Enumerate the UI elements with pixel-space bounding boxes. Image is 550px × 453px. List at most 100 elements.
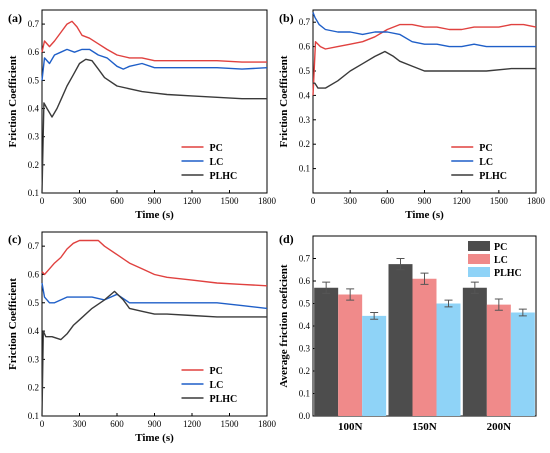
y-tick-label: 0.4	[28, 104, 40, 114]
x-tick-label: 1500	[221, 419, 240, 429]
series-line-plhc	[313, 50, 536, 89]
series-line-plhc	[41, 58, 267, 194]
panel-c: (c) 0.1 0.2 0.3 0.4 0.5 0.6 0.7 Friction Coeffic…	[7, 231, 277, 444]
legend-label: PC	[210, 366, 223, 377]
bar-plhc	[436, 303, 461, 416]
panel-label: (d)	[279, 232, 294, 246]
x-tick-label: 0	[40, 196, 45, 206]
series-line-pc	[312, 23, 537, 96]
legend-swatch	[468, 241, 490, 251]
y-axis-label: Average friction coeficient	[278, 264, 290, 388]
y-tick-label: 0.3	[28, 132, 40, 142]
y-tick-label: 0.6	[28, 47, 40, 57]
plot-frame	[41, 9, 268, 194]
x-category-label: 200N	[487, 421, 512, 433]
bar-lc	[338, 294, 363, 416]
x-tick-label: 1500	[490, 196, 509, 206]
x-tick-label: 300	[73, 196, 87, 206]
y-tick-label: 0.2	[28, 383, 39, 393]
bar-plhc	[510, 312, 535, 416]
bar-pc	[314, 287, 339, 416]
x-tick-label: 300	[73, 419, 87, 429]
y-tick-label: 0.7	[299, 254, 311, 264]
x-tick-label: 1500	[221, 196, 240, 206]
x-tick-label: 600	[381, 196, 395, 206]
series-line-lc	[41, 282, 268, 310]
y-tick-label: 0.1	[299, 389, 310, 399]
y-axis-label: Friction Coefficient	[278, 55, 290, 147]
x-axis-label: Time (s)	[135, 209, 174, 221]
x-category-label: 100N	[338, 421, 363, 433]
y-tick-label: 0.2	[28, 160, 39, 170]
y-tick-label: 0.1	[299, 164, 310, 174]
y-tick-label: 0.3	[299, 344, 311, 354]
x-tick-label: 600	[110, 196, 124, 206]
y-tick-label: 0.4	[299, 321, 311, 331]
panel-label: (a)	[8, 11, 22, 25]
y-tick-label: 0.5	[299, 299, 311, 309]
x-axis-label: Time (s)	[405, 209, 444, 221]
legend-label: PC	[210, 143, 223, 154]
y-axis-label: Friction Coefficient	[7, 55, 19, 147]
legend-label: PLHC	[479, 171, 507, 182]
y-axis-label: Friction Coefficient	[7, 278, 19, 370]
panel-label: (c)	[8, 232, 21, 246]
y-tick-label: 0.6	[299, 276, 311, 286]
y-tick-label: 0.3	[299, 115, 311, 125]
legend-swatch	[468, 267, 490, 277]
legend-label: PC	[494, 242, 507, 253]
x-tick-label: 1200	[453, 196, 472, 206]
y-tick-label: 0.1	[28, 411, 39, 421]
x-tick-label: 900	[418, 196, 432, 206]
x-tick-label: 1800	[258, 196, 277, 206]
x-tick-label: 1800	[258, 419, 277, 429]
y-tick-label: 0.3	[28, 354, 40, 364]
bar-lc	[412, 278, 437, 416]
legend-label: PLHC	[210, 394, 238, 405]
x-tick-label: 0	[311, 196, 316, 206]
y-tick-label: 0.4	[299, 90, 311, 100]
plot-frame	[312, 9, 537, 194]
panel-label: (b)	[279, 11, 294, 25]
x-category-label: 150N	[412, 421, 437, 433]
y-tick-label: 0.6	[28, 269, 40, 279]
x-tick-label: 900	[148, 196, 162, 206]
bar-pc	[462, 287, 487, 416]
y-tick-label: 0.7	[28, 241, 40, 251]
series-line-plhc	[41, 290, 267, 417]
bar-lc	[486, 304, 511, 416]
bar-plhc	[362, 315, 387, 416]
legend-label: LC	[210, 157, 224, 168]
legend-label: PLHC	[494, 268, 522, 279]
legend-label: PC	[479, 143, 492, 154]
y-tick-label: 0.6	[299, 42, 311, 52]
y-tick-label: 0.4	[28, 326, 40, 336]
x-tick-label: 1200	[183, 196, 202, 206]
series-line-pc	[41, 239, 268, 287]
x-tick-label: 600	[110, 419, 124, 429]
y-tick-label: 0.2	[299, 139, 310, 149]
x-axis-label: Time (s)	[135, 432, 174, 444]
legend-swatch	[468, 254, 490, 264]
y-tick-label: 0.5	[299, 66, 311, 76]
series-line-lc	[41, 48, 268, 81]
y-tick-label: 0.1	[28, 188, 39, 198]
panel-b: (b) 0.1 0.2 0.3 0.4 0.5 0.6 0.7 Friction Coeffic…	[278, 9, 546, 221]
y-tick-label: 0.7	[299, 17, 311, 27]
x-tick-label: 300	[343, 196, 357, 206]
y-tick-label: 0.5	[28, 298, 40, 308]
y-tick-label: 0.5	[28, 75, 40, 85]
x-tick-label: 1200	[183, 419, 202, 429]
y-tick-label: 0.0	[299, 411, 311, 421]
y-tick-label: 0.7	[28, 19, 40, 29]
panel-d: (d) 0.0 0.1 0.2 0.3 0.4 0.5 0.6 0.7 Average frict…	[278, 232, 537, 433]
legend-label: LC	[494, 255, 508, 266]
y-tick-label: 0.2	[299, 366, 310, 376]
panel-a: (a) 0.1 0.2 0.3 0.4 0.5 0.6 0.7 Friction Coeffic…	[7, 9, 277, 221]
legend-label: LC	[210, 380, 224, 391]
series-line-pc	[41, 20, 267, 63]
legend-label: LC	[479, 157, 493, 168]
x-tick-label: 0	[40, 419, 45, 429]
x-tick-label: 1800	[527, 196, 546, 206]
